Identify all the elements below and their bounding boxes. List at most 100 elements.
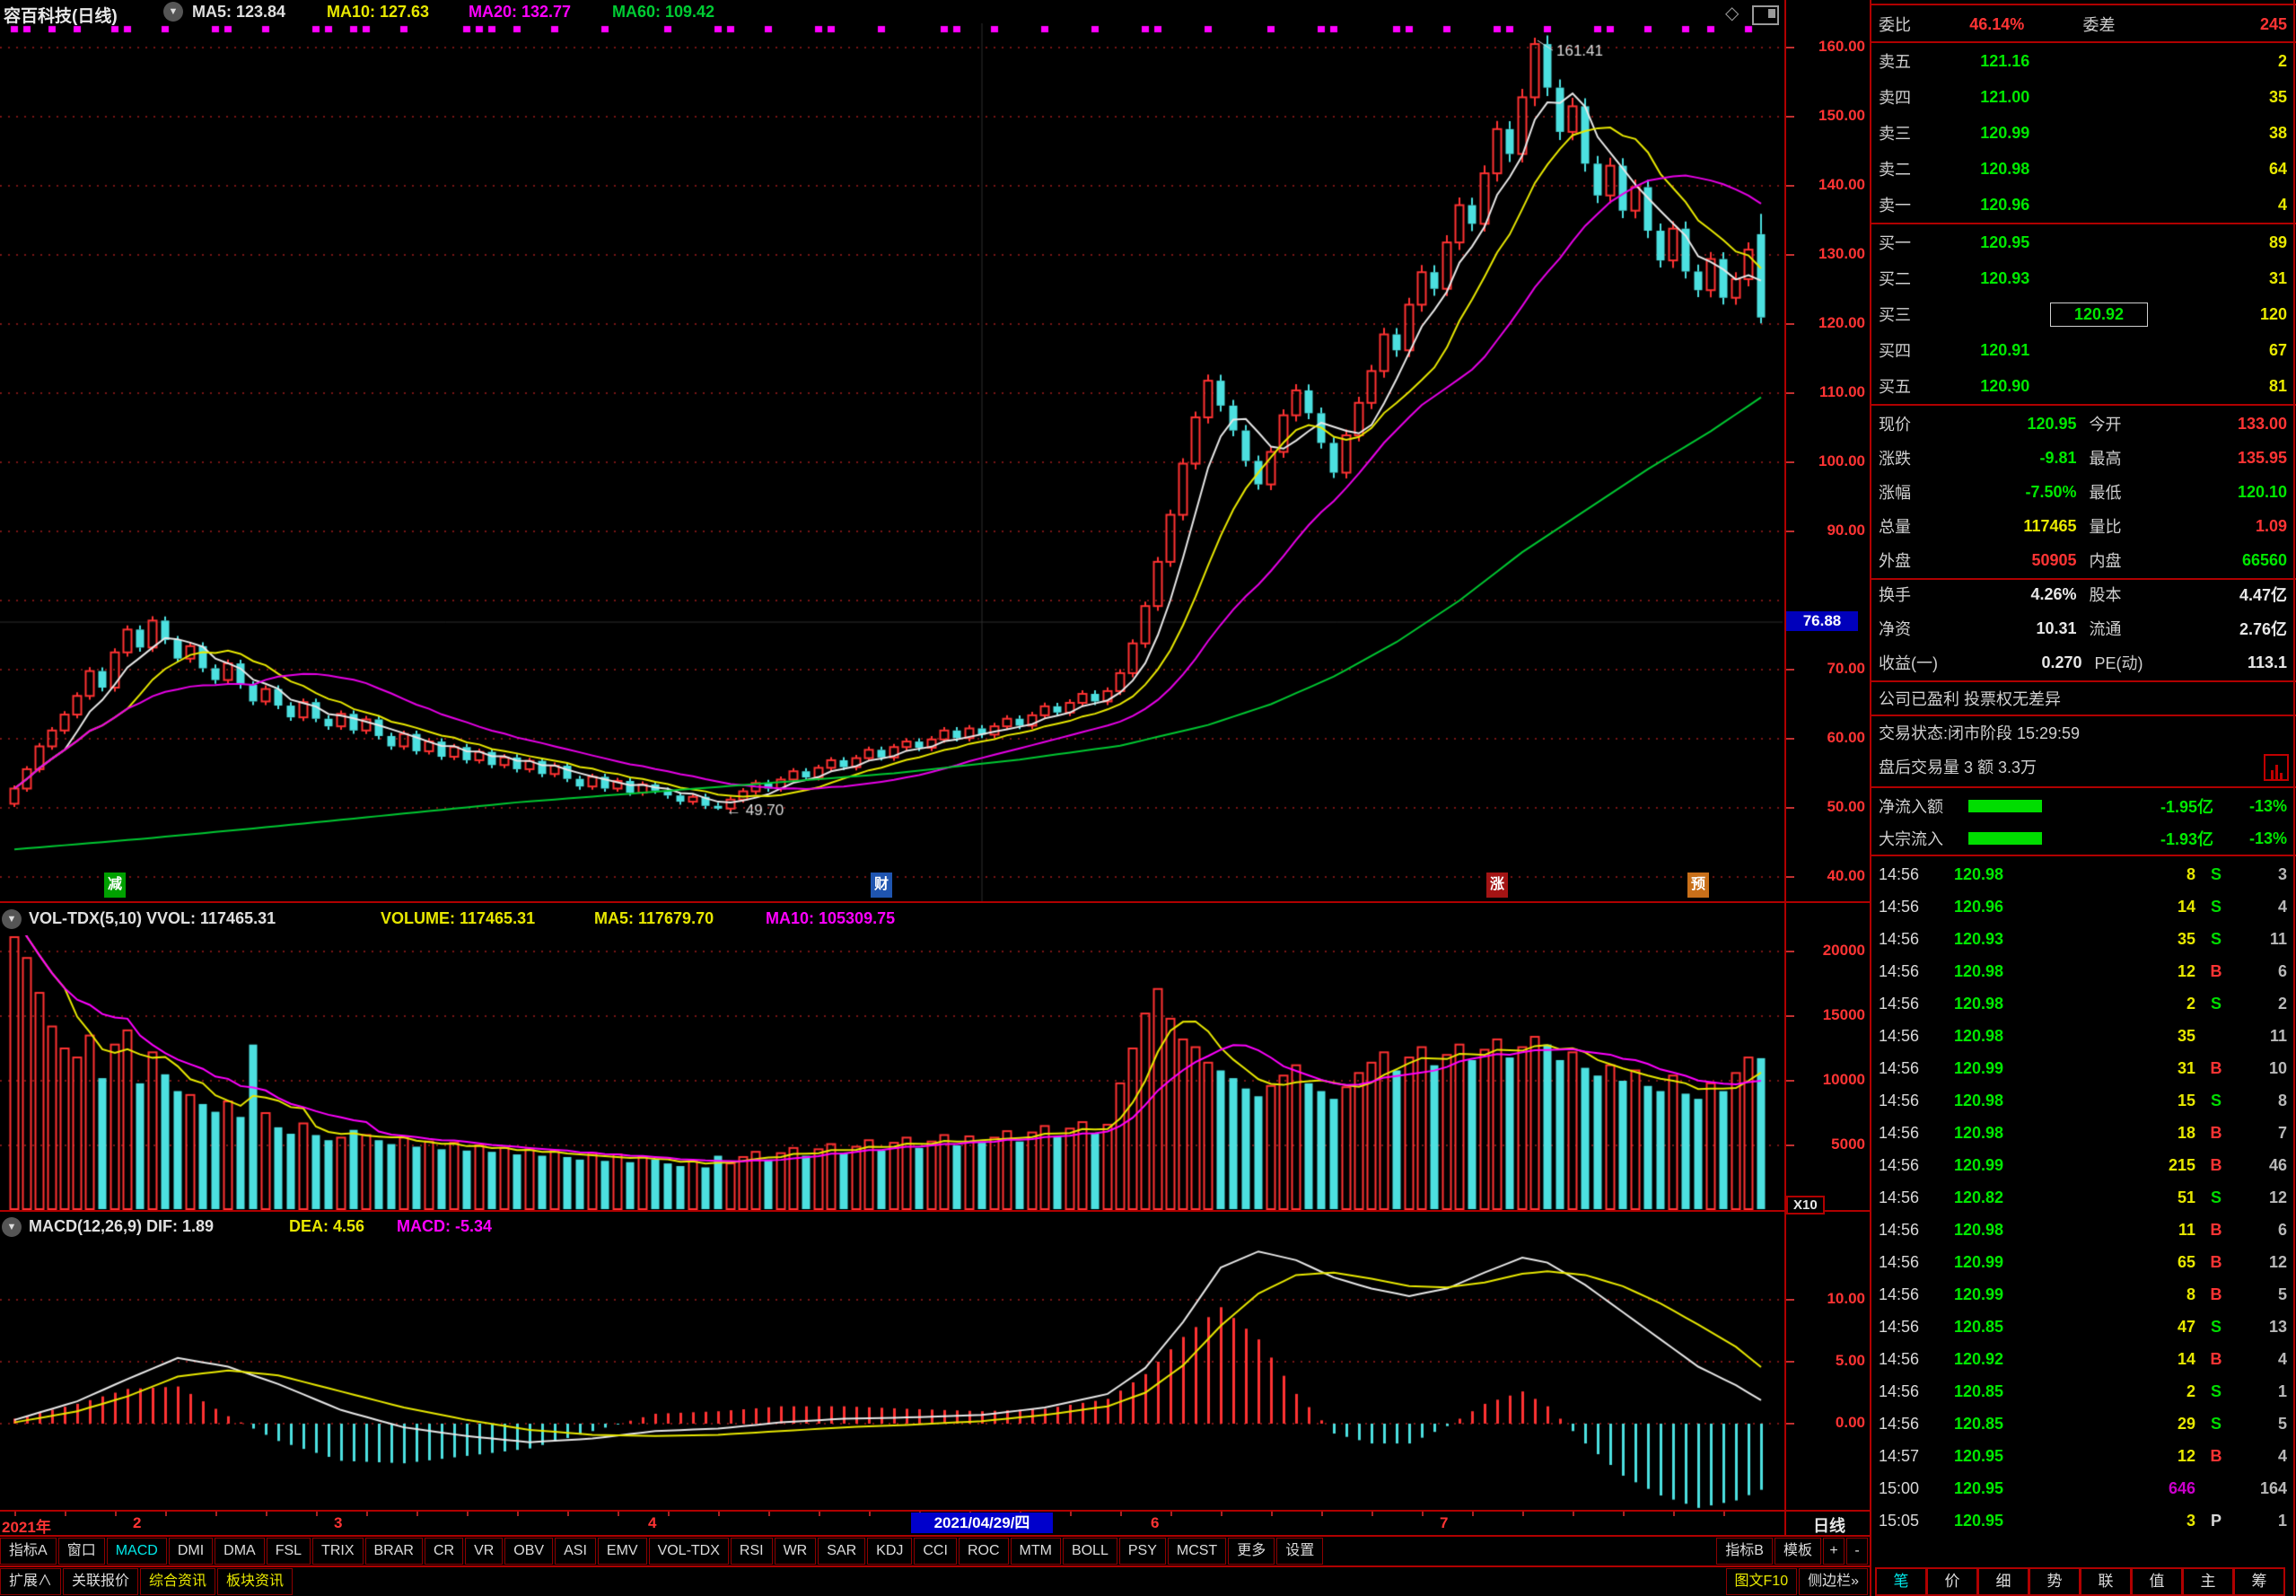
flow-row: 大宗流入 -1.93亿 -13% — [1879, 822, 2287, 855]
macd-chart-canvas[interactable] — [0, 1244, 1783, 1510]
date-tick: 7 — [1440, 1514, 1449, 1531]
event-marker-财[interactable]: 财 — [871, 873, 892, 898]
main-chart-canvas[interactable] — [0, 23, 1783, 901]
toolbar-button-+[interactable]: + — [1823, 1538, 1845, 1565]
indicator-button-MTM[interactable]: MTM — [1010, 1538, 1061, 1565]
tick-row[interactable]: 14:56 120.99 65 B 12 — [1879, 1246, 2287, 1278]
tick-row[interactable]: 14:56 120.82 51 S 12 — [1879, 1181, 2287, 1214]
event-marker-减[interactable]: 减 — [104, 873, 126, 898]
tick-row[interactable]: 14:56 120.92 14 B 4 — [1879, 1343, 2287, 1375]
flow-pct: -13% — [2248, 829, 2287, 847]
tick-row[interactable]: 14:56 120.98 2 S 2 — [1879, 987, 2287, 1020]
indicator-button-RSI[interactable]: RSI — [730, 1538, 773, 1565]
indicator-button-FSL[interactable]: FSL — [266, 1538, 311, 1565]
toolbar-button-模板[interactable]: 模板 — [1774, 1538, 1821, 1565]
bottom-button-板块资讯[interactable]: 板块资讯 — [217, 1568, 294, 1595]
indicator-button-KDJ[interactable]: KDJ — [867, 1538, 913, 1565]
panel-tab-联[interactable]: 联 — [2080, 1567, 2132, 1596]
vol-chevron-down-icon[interactable]: ▼ — [2, 909, 22, 929]
tick-qty: 11 — [2178, 1220, 2195, 1239]
indicator-button-EMV[interactable]: EMV — [597, 1538, 647, 1565]
indicator-button-ROC[interactable]: ROC — [958, 1538, 1009, 1565]
chevron-down-icon[interactable]: ▼ — [163, 2, 183, 22]
indicator-button-窗口[interactable]: 窗口 — [57, 1538, 105, 1565]
tick-row[interactable]: 14:56 120.98 18 B 7 — [1879, 1117, 2287, 1149]
tick-flag: S — [2210, 864, 2222, 883]
bar-chart-icon[interactable] — [2264, 754, 2289, 781]
volume-chart-canvas[interactable] — [0, 935, 1783, 1210]
bottom-button-综合资讯[interactable]: 综合资讯 — [140, 1568, 216, 1595]
indicator-button-设置[interactable]: 设置 — [1276, 1538, 1324, 1565]
bid-row[interactable]: 买三 120.92 120 — [1879, 296, 2287, 332]
ask-row[interactable]: 卖四 121.00 35 — [1879, 79, 2287, 115]
indicator-button-ASI[interactable]: ASI — [555, 1538, 596, 1565]
tick-row[interactable]: 14:56 120.99 215 B 46 — [1879, 1149, 2287, 1181]
tick-row[interactable]: 15:05 120.95 3 P 1 — [1879, 1504, 2287, 1537]
info-value: 10.31 — [2036, 618, 2077, 637]
toolbar-button-指标B[interactable]: 指标B — [1716, 1538, 1773, 1565]
event-marker-预[interactable]: 预 — [1687, 873, 1709, 898]
tick-row[interactable]: 14:56 120.98 12 B 6 — [1879, 955, 2287, 987]
bid-row[interactable]: 买二 120.93 31 — [1879, 260, 2287, 296]
bid-row[interactable]: 买四 120.91 67 — [1879, 332, 2287, 368]
indicator-button-BOLL[interactable]: BOLL — [1062, 1538, 1117, 1565]
diamond-icon[interactable]: ◇ — [1725, 4, 1740, 23]
ask-price: 121.00 — [1980, 87, 2030, 106]
indicator-button-SAR[interactable]: SAR — [818, 1538, 866, 1565]
panel-tab-细[interactable]: 细 — [1977, 1567, 2029, 1596]
tick-time: 14:56 — [1879, 1220, 1920, 1239]
ask-row[interactable]: 卖二 120.98 64 — [1879, 151, 2287, 187]
indicator-button-WR[interactable]: WR — [774, 1538, 817, 1565]
indicator-button-MACD[interactable]: MACD — [106, 1538, 167, 1565]
tick-row[interactable]: 14:56 120.85 2 S 1 — [1879, 1375, 2287, 1407]
panel-tab-筹[interactable]: 筹 — [2233, 1567, 2285, 1596]
bottom-button-侧边栏»[interactable]: 侧边栏» — [1799, 1568, 1868, 1595]
macd-chevron-down-icon[interactable]: ▼ — [2, 1217, 22, 1237]
tick-row[interactable]: 14:57 120.95 12 B 4 — [1879, 1440, 2287, 1472]
bottom-button-图文F10[interactable]: 图文F10 — [1725, 1568, 1798, 1595]
tick-row[interactable]: 14:56 120.93 35 S 11 — [1879, 923, 2287, 955]
bottom-button-关联报价[interactable]: 关联报价 — [63, 1568, 139, 1595]
indicator-button-DMA[interactable]: DMA — [215, 1538, 265, 1565]
bid-row[interactable]: 买一 120.95 89 — [1879, 224, 2287, 260]
period-label[interactable]: 日线 — [1813, 1517, 1845, 1535]
bottom-button-扩展∧[interactable]: 扩展∧ — [0, 1568, 62, 1595]
indicator-button-更多[interactable]: 更多 — [1228, 1538, 1275, 1565]
tick-row[interactable]: 14:56 120.98 15 S 8 — [1879, 1084, 2287, 1117]
indicator-button-指标A[interactable]: 指标A — [0, 1538, 57, 1565]
tick-row[interactable]: 14:56 120.99 31 B 10 — [1879, 1052, 2287, 1084]
indicator-button-OBV[interactable]: OBV — [504, 1538, 554, 1565]
indicator-button-CCI[interactable]: CCI — [914, 1538, 957, 1565]
tick-row[interactable]: 14:56 120.85 29 S 5 — [1879, 1407, 2287, 1440]
bid-name: 买四 — [1879, 342, 1911, 360]
panel-tab-势[interactable]: 势 — [2029, 1567, 2081, 1596]
tick-flag: B — [2210, 1220, 2222, 1239]
tick-row[interactable]: 15:00 120.95 646 164 — [1879, 1472, 2287, 1504]
tick-row[interactable]: 14:56 120.96 14 S 4 — [1879, 890, 2287, 923]
ask-row[interactable]: 卖五 121.16 2 — [1879, 43, 2287, 79]
panel-tab-主[interactable]: 主 — [2182, 1567, 2234, 1596]
toolbar-button--[interactable]: - — [1846, 1538, 1868, 1565]
tick-row[interactable]: 14:56 120.99 8 B 5 — [1879, 1278, 2287, 1311]
event-marker-涨[interactable]: 涨 — [1486, 873, 1508, 898]
split-window-icon[interactable] — [1752, 5, 1779, 25]
indicator-button-BRAR[interactable]: BRAR — [364, 1538, 423, 1565]
ask-row[interactable]: 卖三 120.99 38 — [1879, 115, 2287, 151]
indicator-button-VR[interactable]: VR — [465, 1538, 504, 1565]
panel-tab-值[interactable]: 值 — [2131, 1567, 2183, 1596]
indicator-button-PSY[interactable]: PSY — [1118, 1538, 1166, 1565]
panel-tab-笔[interactable]: 笔 — [1875, 1567, 1927, 1596]
indicator-button-VOL-TDX[interactable]: VOL-TDX — [648, 1538, 729, 1565]
after-hours-volume: 盘后交易量 3 额 3.3万 — [1879, 759, 2037, 776]
ask-row[interactable]: 卖一 120.96 4 — [1879, 187, 2287, 223]
indicator-button-MCST[interactable]: MCST — [1167, 1538, 1227, 1565]
tick-row[interactable]: 14:56 120.98 8 S 3 — [1879, 858, 2287, 890]
tick-row[interactable]: 14:56 120.98 35 11 — [1879, 1020, 2287, 1052]
tick-row[interactable]: 14:56 120.98 11 B 6 — [1879, 1214, 2287, 1246]
indicator-button-DMI[interactable]: DMI — [168, 1538, 214, 1565]
tick-row[interactable]: 14:56 120.85 47 S 13 — [1879, 1311, 2287, 1343]
panel-tab-价[interactable]: 价 — [1926, 1567, 1978, 1596]
indicator-button-CR[interactable]: CR — [424, 1538, 464, 1565]
bid-row[interactable]: 买五 120.90 81 — [1879, 368, 2287, 404]
indicator-button-TRIX[interactable]: TRIX — [312, 1538, 364, 1565]
